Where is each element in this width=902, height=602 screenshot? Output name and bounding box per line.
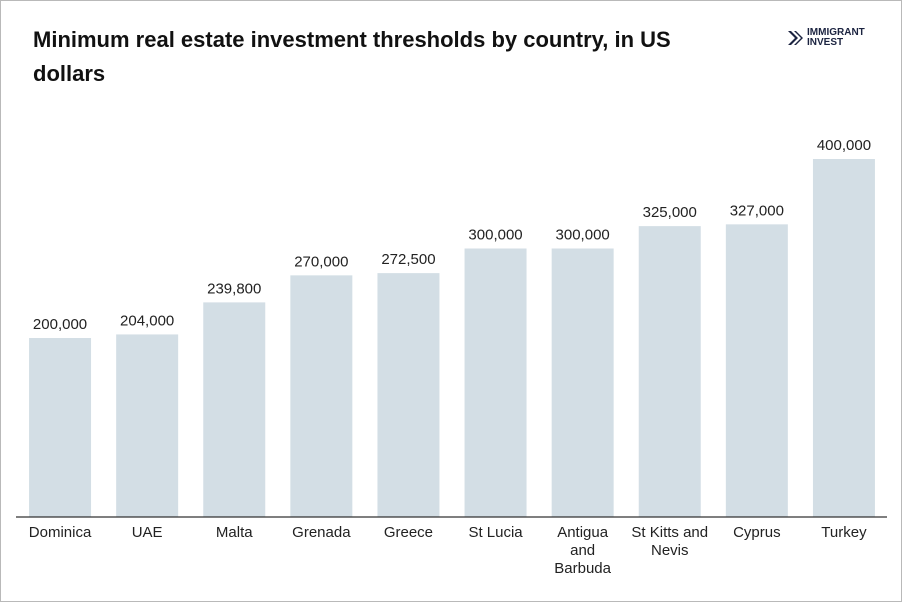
chart-title: Minimum real estate investment threshold… [33,27,671,86]
x-tick-label: St Lucia [468,524,523,541]
bar [638,226,701,517]
x-tick-label: Grenada [292,524,351,541]
bar [464,248,527,517]
value-label: 204,000 [120,312,174,329]
logo-icon [788,31,803,45]
bar [116,334,179,517]
value-label: 300,000 [468,227,522,244]
x-tick-label: Antigua and Barbuda [554,524,611,577]
bar [725,224,788,517]
bar [290,275,353,517]
value-label: 200,000 [33,316,87,333]
x-tick-label: Greece [383,524,434,541]
x-tick-label: Cyprus [733,524,781,541]
x-tick-label: Malta [215,524,253,541]
value-label: 327,000 [730,202,784,219]
bar [551,248,614,517]
bar [29,338,92,517]
value-label: 239,800 [207,280,261,297]
bar [377,273,440,517]
bar [812,159,875,517]
logo: IMMIGRANT INVEST [807,27,865,48]
x-tick-label: UAE [131,524,163,541]
value-label: 325,000 [643,204,697,221]
x-tick-label: Turkey [821,524,867,541]
x-tick-label: St Kitts and Nevis [631,524,709,559]
value-label: 300,000 [556,227,610,244]
x-tick-label: Dominica [28,524,92,541]
value-label: 400,000 [817,137,871,154]
value-label: 272,500 [381,251,435,268]
bar [203,302,266,517]
value-label: 270,000 [294,253,348,270]
